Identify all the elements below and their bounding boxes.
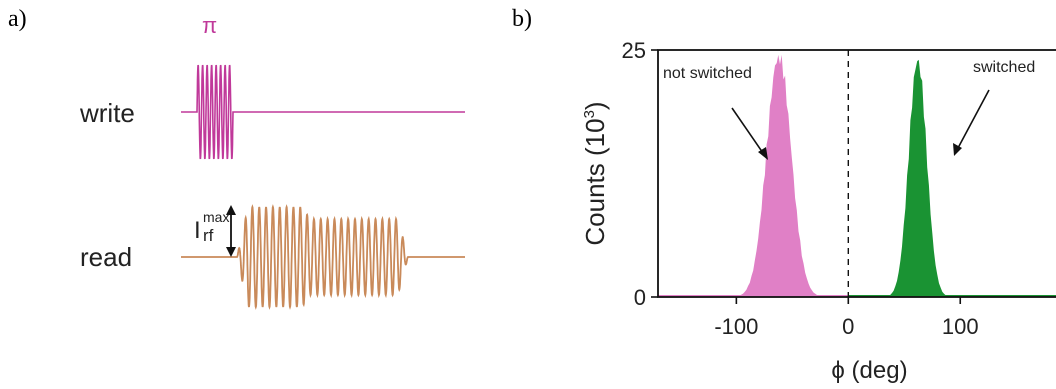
x-tick-label: -100 (714, 314, 758, 339)
y-tick-label: 0 (634, 285, 646, 310)
histogram-area (729, 54, 829, 298)
pulse-diagram: π write read I max rf (79, 13, 465, 310)
panel-a-label: a) (8, 6, 27, 32)
panel-b-label: b) (512, 6, 532, 32)
pi-pulse-label: π (202, 13, 217, 38)
y-axis-label: Counts (103) (580, 101, 610, 245)
phase-histogram: -100 0 100 0 25 Counts (103) ϕ (deg) not swi… (580, 38, 1056, 384)
not-switched-annotation: not switched (663, 65, 752, 82)
plot-frame (657, 49, 1056, 298)
y-axis-label-close: ) (580, 101, 610, 110)
amplitude-arrow (226, 205, 236, 257)
read-label: read (80, 242, 132, 272)
current-symbol: I (194, 217, 201, 244)
switched-annotation: switched (973, 59, 1035, 76)
x-tick-label: 0 (842, 314, 854, 339)
current-superscript: max (203, 209, 229, 225)
write-label: write (79, 98, 135, 128)
read-waveform (181, 204, 465, 310)
x-tick-label: 100 (942, 314, 979, 339)
x-axis-label: ϕ (deg) (831, 357, 907, 384)
write-waveform (181, 64, 465, 160)
y-tick-label: 25 (622, 38, 646, 63)
current-subscript: rf (203, 226, 214, 245)
not-switched-arrow (731, 107, 768, 160)
histogram-area (881, 59, 954, 298)
y-axis-label-main: Counts (10 (580, 118, 610, 245)
y-axis-label-exponent: 3 (581, 110, 598, 118)
switched-arrow (953, 89, 990, 156)
